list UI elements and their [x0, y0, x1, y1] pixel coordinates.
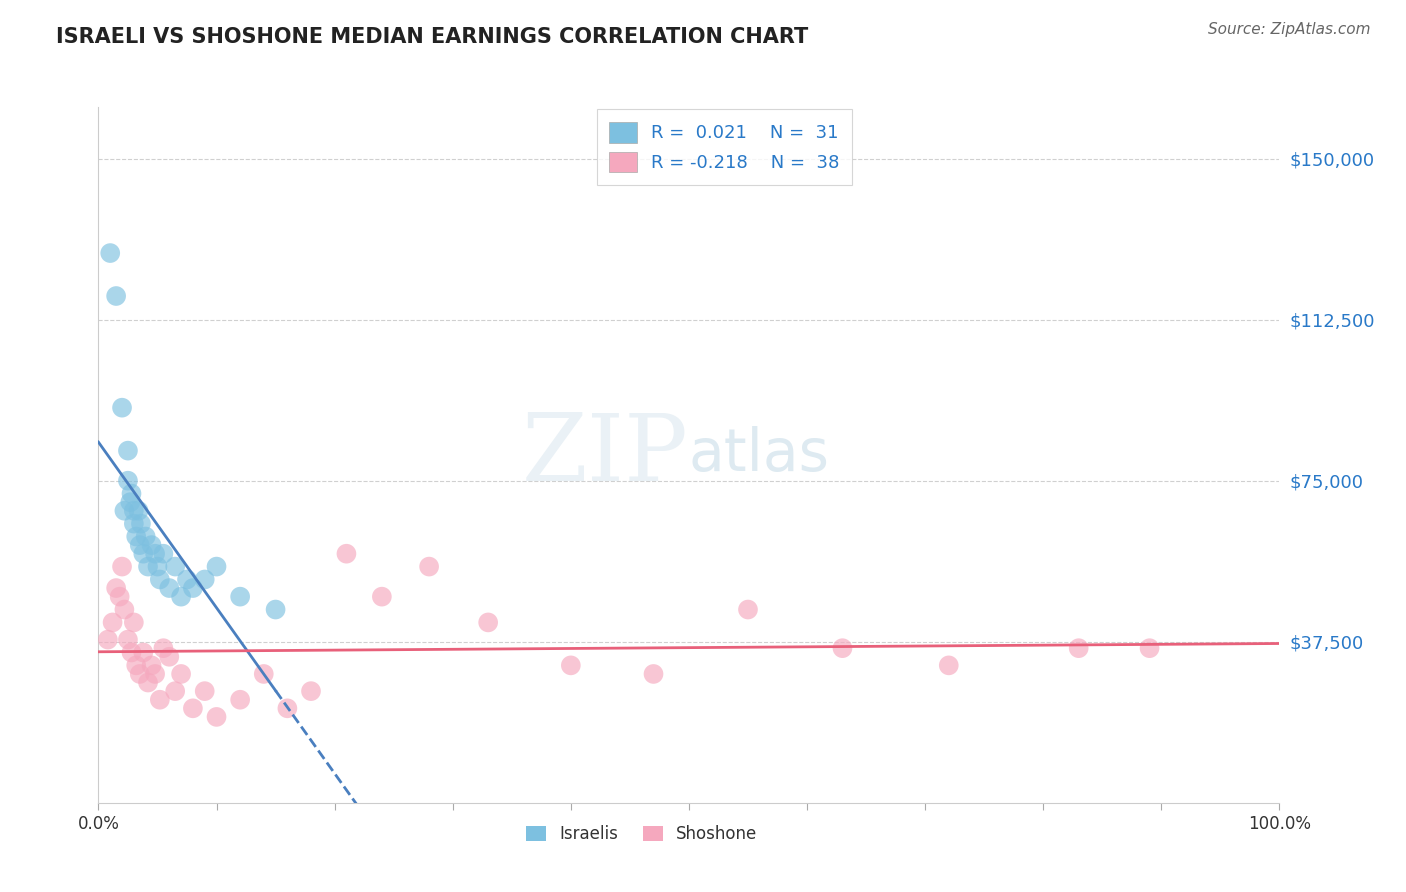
Point — [121, 486, 143, 500]
Point — [112, 504, 135, 518]
Point — [111, 559, 134, 574]
Point — [128, 538, 150, 552]
Point — [120, 495, 142, 509]
Point — [176, 573, 198, 587]
Point — [112, 602, 135, 616]
Point — [276, 701, 298, 715]
Point — [194, 573, 217, 587]
Point — [181, 701, 204, 715]
Point — [157, 649, 180, 664]
Point — [98, 246, 121, 260]
Point — [371, 590, 394, 604]
Point — [205, 710, 228, 724]
Point — [149, 692, 172, 706]
Point — [181, 581, 204, 595]
Point — [122, 615, 145, 630]
Point — [117, 443, 139, 458]
Point — [146, 559, 169, 574]
Point — [141, 538, 163, 552]
Point — [229, 590, 252, 604]
Point — [132, 547, 155, 561]
Point — [125, 529, 148, 543]
Point — [253, 667, 276, 681]
Point — [299, 684, 322, 698]
Point — [143, 667, 166, 681]
Point — [477, 615, 499, 630]
Point — [105, 289, 128, 303]
Point — [136, 675, 159, 690]
Point — [97, 632, 120, 647]
Point — [560, 658, 582, 673]
Point — [105, 581, 128, 595]
Point — [165, 559, 187, 574]
Point — [165, 684, 187, 698]
Point — [122, 516, 145, 531]
Point — [643, 667, 665, 681]
Text: ISRAELI VS SHOSHONE MEDIAN EARNINGS CORRELATION CHART: ISRAELI VS SHOSHONE MEDIAN EARNINGS CORR… — [56, 27, 808, 46]
Point — [117, 632, 139, 647]
Point — [264, 602, 287, 616]
Text: Source: ZipAtlas.com: Source: ZipAtlas.com — [1208, 22, 1371, 37]
Point — [117, 474, 139, 488]
Point — [128, 667, 150, 681]
Point — [121, 645, 143, 659]
Point — [152, 641, 174, 656]
Point — [122, 504, 145, 518]
Text: atlas: atlas — [689, 426, 830, 483]
Text: ZIP: ZIP — [522, 410, 689, 500]
Point — [132, 645, 155, 659]
Point — [128, 504, 150, 518]
Point — [938, 658, 960, 673]
Point — [335, 547, 357, 561]
Point — [194, 684, 217, 698]
Point — [141, 658, 163, 673]
Point — [1139, 641, 1161, 656]
Point — [143, 547, 166, 561]
Point — [170, 590, 193, 604]
Point — [135, 529, 157, 543]
Point — [129, 516, 152, 531]
Point — [418, 559, 440, 574]
Point — [101, 615, 124, 630]
Point — [136, 559, 159, 574]
Legend: Israelis, Shoshone: Israelis, Shoshone — [519, 819, 765, 850]
Point — [149, 573, 172, 587]
Point — [111, 401, 134, 415]
Y-axis label: Median Earnings: Median Earnings — [0, 386, 8, 524]
Point — [170, 667, 193, 681]
Point — [1067, 641, 1090, 656]
Point — [831, 641, 853, 656]
Point — [125, 658, 148, 673]
Point — [108, 590, 131, 604]
Point — [205, 559, 228, 574]
Point — [152, 547, 174, 561]
Point — [229, 692, 252, 706]
Point — [157, 581, 180, 595]
Point — [737, 602, 759, 616]
